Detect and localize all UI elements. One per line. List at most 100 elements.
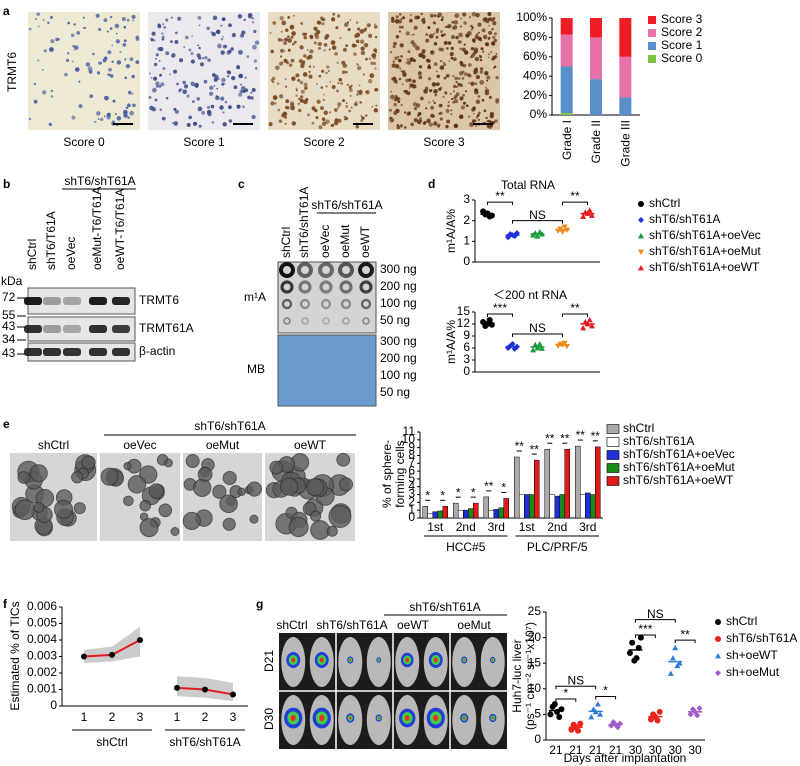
y-tick-label: 8	[408, 448, 415, 462]
nucleus	[405, 78, 410, 83]
nucleus	[222, 122, 227, 127]
nucleus	[341, 70, 346, 74]
nucleus	[451, 97, 454, 101]
nucleus	[345, 105, 349, 109]
nucleus	[477, 22, 482, 27]
legend-swatch	[648, 29, 656, 37]
dot	[580, 325, 587, 331]
dot	[637, 634, 644, 641]
nucleus	[302, 32, 306, 36]
nucleus	[342, 47, 347, 52]
nucleus	[174, 31, 178, 35]
x-tick-label: 3	[137, 710, 144, 724]
nucleus	[78, 80, 81, 83]
nucleus	[33, 99, 38, 104]
nucleus	[188, 48, 192, 52]
nucleus	[222, 111, 225, 114]
nucleus	[346, 83, 350, 87]
nucleus	[279, 48, 285, 53]
nucleus	[355, 32, 360, 38]
nucleus	[359, 29, 365, 34]
bar-segment	[619, 18, 632, 57]
nucleus	[158, 84, 162, 88]
blot-dot	[281, 298, 293, 310]
dot	[586, 317, 593, 323]
sphere	[222, 470, 237, 486]
nucleus	[418, 65, 423, 69]
nucleus	[400, 17, 403, 21]
nucleus	[360, 115, 363, 117]
nucleus	[165, 96, 169, 100]
lane-label: shCtrl	[25, 239, 39, 270]
nucleus	[321, 22, 325, 26]
dot	[532, 341, 539, 348]
band	[43, 297, 61, 305]
bar	[453, 502, 459, 519]
nucleus	[254, 67, 258, 70]
nucleus	[169, 73, 171, 76]
nucleus	[28, 27, 32, 31]
lane-label: oeWT	[358, 225, 372, 258]
nucleus	[463, 101, 467, 105]
nucleus	[298, 108, 302, 113]
nucleus	[238, 73, 244, 79]
nucleus	[337, 102, 342, 107]
nucleus	[247, 95, 251, 100]
nucleus	[221, 77, 226, 83]
nucleus	[412, 59, 416, 63]
bar	[458, 509, 464, 519]
bracket	[674, 639, 696, 644]
nucleus	[479, 80, 485, 85]
nucleus	[397, 55, 400, 58]
nucleus	[197, 16, 202, 20]
nucleus	[197, 106, 203, 112]
signal	[378, 659, 380, 661]
nucleus	[295, 73, 300, 78]
legend-swatch	[606, 437, 620, 447]
x-tick-label: 2	[109, 710, 116, 724]
x-tick-label: 2nd	[547, 520, 567, 534]
nucleus	[297, 102, 301, 106]
bar	[432, 511, 438, 519]
nucleus	[49, 15, 53, 19]
nucleus	[494, 32, 497, 36]
band	[89, 325, 107, 333]
sphere	[148, 483, 165, 499]
nucleus	[162, 23, 165, 26]
legend-label: shCtrl	[649, 196, 680, 210]
blot-dot	[358, 262, 374, 278]
nucleus	[396, 123, 399, 127]
nucleus	[297, 78, 301, 82]
nucleus	[207, 105, 211, 109]
nucleus	[215, 29, 221, 35]
nucleus	[123, 113, 128, 118]
nucleus	[336, 89, 339, 93]
nucleus	[243, 18, 246, 22]
sphere	[310, 520, 331, 540]
nucleus	[409, 83, 414, 88]
nucleus	[335, 26, 339, 30]
nucleus	[356, 21, 359, 24]
nucleus	[454, 76, 459, 81]
nucleus	[125, 64, 131, 69]
bar	[590, 494, 596, 519]
band	[63, 297, 81, 305]
sphere	[269, 460, 284, 475]
bar	[488, 509, 494, 519]
lane-label: oeMut-T6/T61A	[90, 187, 104, 270]
nucleus	[325, 71, 328, 75]
nucleus	[347, 28, 351, 32]
nucleus	[480, 47, 484, 51]
nucleus	[483, 109, 487, 113]
nucleus	[486, 119, 490, 123]
nucleus	[488, 24, 491, 27]
significance: **	[680, 627, 690, 641]
bracket	[562, 201, 588, 206]
nucleus	[459, 83, 463, 88]
nucleus	[481, 98, 485, 102]
nucleus	[186, 94, 190, 98]
nucleus	[418, 75, 423, 80]
nucleus	[359, 39, 365, 44]
nucleus	[365, 90, 369, 94]
nucleus	[127, 90, 132, 95]
